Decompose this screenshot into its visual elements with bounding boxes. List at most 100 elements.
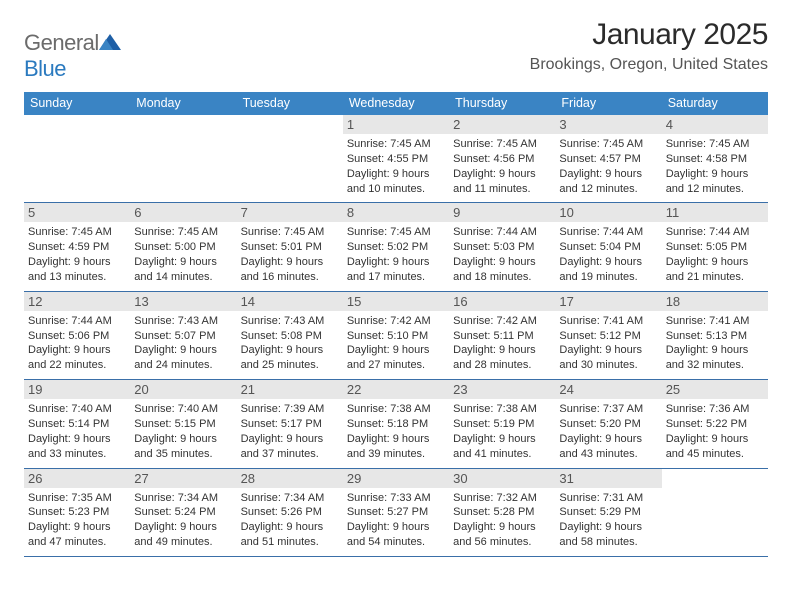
day-number: 8	[343, 203, 449, 222]
sunrise-text: Sunrise: 7:44 AM	[453, 225, 551, 240]
sunset-text: Sunset: 4:57 PM	[559, 152, 657, 167]
day-number: 29	[343, 469, 449, 488]
location-subtitle: Brookings, Oregon, United States	[530, 56, 768, 74]
sunset-text: Sunset: 5:24 PM	[134, 505, 232, 520]
sunrise-text: Sunrise: 7:39 AM	[241, 402, 339, 417]
logo-text-blue: Blue	[24, 56, 66, 81]
sunrise-text: Sunrise: 7:43 AM	[241, 314, 339, 329]
day-number: 16	[449, 292, 555, 311]
day-cell: 31Sunrise: 7:31 AMSunset: 5:29 PMDayligh…	[555, 469, 661, 556]
daylight-text: Daylight: 9 hours and 45 minutes.	[666, 432, 764, 462]
daylight-text: Daylight: 9 hours and 49 minutes.	[134, 520, 232, 550]
day-number: 5	[24, 203, 130, 222]
day-number: 22	[343, 380, 449, 399]
logo-text-general: General	[24, 30, 99, 55]
sunrise-text: Sunrise: 7:42 AM	[453, 314, 551, 329]
day-cell: 3Sunrise: 7:45 AMSunset: 4:57 PMDaylight…	[555, 115, 661, 202]
daylight-text: Daylight: 9 hours and 11 minutes.	[453, 167, 551, 197]
daylight-text: Daylight: 9 hours and 10 minutes.	[347, 167, 445, 197]
sunrise-text: Sunrise: 7:40 AM	[134, 402, 232, 417]
weekday-header: Saturday	[662, 92, 768, 115]
day-number: 25	[662, 380, 768, 399]
day-cell: 13Sunrise: 7:43 AMSunset: 5:07 PMDayligh…	[130, 292, 236, 379]
sunrise-text: Sunrise: 7:35 AM	[28, 491, 126, 506]
sunset-text: Sunset: 5:11 PM	[453, 329, 551, 344]
day-cell: 5 Sunrise: 7:45 AMSunset: 4:59 PMDaylight…	[24, 203, 130, 290]
day-body: Sunrise: 7:45 AMSunset: 4:55 PMDaylight:…	[347, 137, 445, 196]
day-body: Sunrise: 7:42 AMSunset: 5:10 PMDaylight:…	[347, 314, 445, 373]
daylight-text: Daylight: 9 hours and 32 minutes.	[666, 343, 764, 373]
sunrise-text: Sunrise: 7:38 AM	[453, 402, 551, 417]
day-cell: .	[24, 115, 130, 202]
logo-triangle-icon	[99, 30, 121, 56]
daylight-text: Daylight: 9 hours and 12 minutes.	[666, 167, 764, 197]
day-body: Sunrise: 7:33 AMSunset: 5:27 PMDaylight:…	[347, 491, 445, 550]
sunset-text: Sunset: 4:55 PM	[347, 152, 445, 167]
day-cell: 21 Sunrise: 7:39 AMSunset: 5:17 PMDayligh…	[237, 380, 343, 467]
day-body: Sunrise: 7:32 AMSunset: 5:28 PMDaylight:…	[453, 491, 551, 550]
day-cell: 30 Sunrise: 7:32 AMSunset: 5:28 PMDayligh…	[449, 469, 555, 556]
day-cell: .	[662, 469, 768, 556]
weekday-header: Wednesday	[343, 92, 449, 115]
day-body: Sunrise: 7:39 AMSunset: 5:17 PMDaylight:…	[241, 402, 339, 461]
logo: GeneralBlue	[24, 18, 121, 82]
sunset-text: Sunset: 5:02 PM	[347, 240, 445, 255]
daylight-text: Daylight: 9 hours and 35 minutes.	[134, 432, 232, 462]
day-cell: 7Sunrise: 7:45 AMSunset: 5:01 PMDaylight…	[237, 203, 343, 290]
sunset-text: Sunset: 5:06 PM	[28, 329, 126, 344]
sunset-text: Sunset: 5:15 PM	[134, 417, 232, 432]
sunset-text: Sunset: 5:14 PM	[28, 417, 126, 432]
week-row: ...1Sunrise: 7:45 AMSunset: 4:55 PMDayli…	[24, 115, 768, 203]
day-cell: 20Sunrise: 7:40 AMSunset: 5:15 PMDayligh…	[130, 380, 236, 467]
day-number: 30	[449, 469, 555, 488]
sunset-text: Sunset: 5:22 PM	[666, 417, 764, 432]
sunrise-text: Sunrise: 7:31 AM	[559, 491, 657, 506]
day-number: 2	[449, 115, 555, 134]
day-number: 4	[662, 115, 768, 134]
daylight-text: Daylight: 9 hours and 58 minutes.	[559, 520, 657, 550]
sunset-text: Sunset: 4:56 PM	[453, 152, 551, 167]
sunset-text: Sunset: 5:10 PM	[347, 329, 445, 344]
day-number: 27	[130, 469, 236, 488]
sunrise-text: Sunrise: 7:43 AM	[134, 314, 232, 329]
sunset-text: Sunset: 5:04 PM	[559, 240, 657, 255]
sunrise-text: Sunrise: 7:45 AM	[666, 137, 764, 152]
day-cell: 23Sunrise: 7:38 AMSunset: 5:19 PMDayligh…	[449, 380, 555, 467]
day-number: 15	[343, 292, 449, 311]
day-body: Sunrise: 7:37 AMSunset: 5:20 PMDaylight:…	[559, 402, 657, 461]
day-number: 11	[662, 203, 768, 222]
calendar: Sunday Monday Tuesday Wednesday Thursday…	[24, 92, 768, 557]
sunrise-text: Sunrise: 7:41 AM	[666, 314, 764, 329]
day-number: 26	[24, 469, 130, 488]
day-body: Sunrise: 7:45 AMSunset: 4:59 PMDaylight:…	[28, 225, 126, 284]
day-number: 13	[130, 292, 236, 311]
day-body: Sunrise: 7:45 AMSunset: 5:02 PMDaylight:…	[347, 225, 445, 284]
sunset-text: Sunset: 5:20 PM	[559, 417, 657, 432]
day-cell: 8 Sunrise: 7:45 AMSunset: 5:02 PMDaylight…	[343, 203, 449, 290]
day-cell: 24Sunrise: 7:37 AMSunset: 5:20 PMDayligh…	[555, 380, 661, 467]
day-number: 9	[449, 203, 555, 222]
day-body: Sunrise: 7:34 AMSunset: 5:24 PMDaylight:…	[134, 491, 232, 550]
week-row: 19Sunrise: 7:40 AMSunset: 5:14 PMDayligh…	[24, 380, 768, 468]
sunrise-text: Sunrise: 7:33 AM	[347, 491, 445, 506]
daylight-text: Daylight: 9 hours and 33 minutes.	[28, 432, 126, 462]
daylight-text: Daylight: 9 hours and 37 minutes.	[241, 432, 339, 462]
day-cell: 10 Sunrise: 7:44 AMSunset: 5:04 PMDayligh…	[555, 203, 661, 290]
daylight-text: Daylight: 9 hours and 14 minutes.	[134, 255, 232, 285]
day-body: Sunrise: 7:40 AMSunset: 5:14 PMDaylight:…	[28, 402, 126, 461]
weekday-header: Monday	[130, 92, 236, 115]
day-number: 21	[237, 380, 343, 399]
weekday-header: Sunday	[24, 92, 130, 115]
sunset-text: Sunset: 5:28 PM	[453, 505, 551, 520]
sunrise-text: Sunrise: 7:36 AM	[666, 402, 764, 417]
month-title: January 2025	[530, 18, 768, 52]
day-number: 31	[555, 469, 661, 488]
day-body: Sunrise: 7:45 AMSunset: 4:56 PMDaylight:…	[453, 137, 551, 196]
day-number: 10	[555, 203, 661, 222]
sunrise-text: Sunrise: 7:44 AM	[28, 314, 126, 329]
day-body: Sunrise: 7:44 AMSunset: 5:04 PMDaylight:…	[559, 225, 657, 284]
week-row: 26Sunrise: 7:35 AMSunset: 5:23 PMDayligh…	[24, 469, 768, 557]
weeks-container: ...1Sunrise: 7:45 AMSunset: 4:55 PMDayli…	[24, 115, 768, 557]
day-cell: 6Sunrise: 7:45 AMSunset: 5:00 PMDaylight…	[130, 203, 236, 290]
daylight-text: Daylight: 9 hours and 25 minutes.	[241, 343, 339, 373]
